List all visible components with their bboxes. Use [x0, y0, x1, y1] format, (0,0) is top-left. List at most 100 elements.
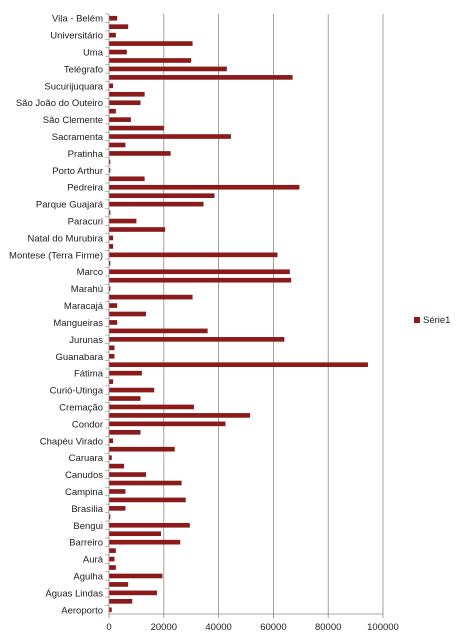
bar: [109, 286, 111, 291]
category-label: Pedreira: [67, 183, 104, 194]
bar: [109, 438, 114, 444]
bar: [109, 463, 125, 469]
category-label: Porto Arthur: [52, 166, 103, 177]
bar: [109, 134, 231, 139]
bar: [109, 303, 118, 308]
category-label: Caruara: [69, 453, 104, 464]
category-label: Brasília: [71, 504, 103, 515]
bar: [109, 159, 111, 165]
x-tick-label: 20000: [151, 622, 177, 633]
bar: [109, 201, 204, 207]
bar: [109, 429, 141, 435]
bar: [109, 573, 163, 579]
x-tick-label: 60000: [260, 622, 286, 633]
category-label: Marahú: [71, 284, 103, 295]
category-label: Pratinha: [68, 149, 104, 160]
bar: [109, 328, 208, 334]
category-label: Cremação: [59, 402, 103, 413]
category-label: Chapéu Virado: [40, 436, 103, 447]
axes: [105, 13, 384, 618]
category-label: Aurá: [83, 555, 104, 566]
bar: [109, 320, 118, 325]
bar: [109, 244, 114, 249]
bar: [109, 607, 112, 613]
bar: [109, 168, 111, 173]
category-label: Montese (Terra Firme): [9, 250, 103, 261]
bar: [109, 184, 300, 190]
category-label: Agulha: [73, 571, 103, 582]
bar: [109, 548, 116, 553]
legend-label: Série1: [423, 315, 450, 326]
bar: [109, 514, 111, 520]
category-label: Natal do Murubira: [27, 233, 103, 244]
bar: [109, 32, 116, 38]
category-label: Mangueiras: [53, 318, 103, 329]
bar: [109, 353, 115, 359]
bar: [109, 58, 192, 63]
bar: [109, 404, 194, 410]
category-labels: Vila - Belém Universitário Uma Telégrafo Suc…: [9, 14, 104, 617]
bar: [109, 387, 155, 393]
bar: [109, 210, 111, 215]
category-label: Sacramenta: [52, 132, 104, 143]
bar: [109, 362, 368, 368]
bar: [109, 531, 162, 537]
category-label: Uma: [83, 48, 104, 59]
category-label: Águas Lindas: [45, 588, 103, 599]
bar: [109, 193, 215, 199]
bar: [109, 100, 141, 106]
bar: [109, 49, 127, 55]
x-tick-label: 100000: [367, 622, 399, 633]
category-label: Bengui: [73, 521, 103, 532]
x-tick-label: 0: [106, 622, 111, 633]
category-label: Canudos: [65, 470, 103, 481]
bar: [109, 345, 115, 351]
bar: [109, 252, 278, 258]
bar: [109, 218, 137, 224]
bar: [109, 337, 285, 342]
category-label: Aeroporto: [61, 605, 103, 616]
bar: [109, 277, 292, 283]
bar: [109, 489, 126, 494]
bar: [109, 599, 133, 604]
bar: [109, 91, 145, 97]
bars: [109, 15, 368, 613]
category-label: São Clemente: [43, 115, 103, 126]
bar: [109, 497, 186, 503]
bar: [109, 539, 181, 545]
category-label: Universitário: [50, 31, 103, 42]
category-label: Telégrafo: [64, 64, 103, 75]
bar: [109, 446, 175, 452]
category-label: Campina: [65, 487, 104, 498]
bar: [109, 565, 116, 570]
category-label: Paracuri: [68, 217, 103, 228]
bar: [109, 379, 114, 384]
category-label: Sucurijuquara: [44, 81, 103, 92]
bar: [109, 41, 193, 46]
bar: [109, 311, 146, 317]
bar: [109, 269, 290, 275]
bar: [109, 522, 190, 528]
legend: Série1: [414, 315, 450, 326]
bar: [109, 472, 146, 477]
bar: [109, 83, 114, 89]
bar: [109, 235, 114, 241]
bar: [109, 117, 131, 122]
bar: [109, 556, 115, 562]
x-tick-label: 40000: [205, 622, 231, 633]
category-label: Condor: [72, 419, 103, 430]
bar: [109, 260, 111, 266]
bar: [109, 370, 142, 376]
bar: [109, 66, 227, 72]
category-label: Vila - Belém: [52, 14, 103, 25]
bar: [109, 396, 141, 401]
bar: [109, 590, 157, 596]
bar: [109, 108, 116, 114]
bar: [109, 176, 145, 182]
category-label: Jurunas: [69, 335, 103, 346]
category-label: Parque Guajará: [36, 200, 104, 211]
category-label: Marco: [77, 267, 103, 278]
bar: [109, 480, 182, 486]
